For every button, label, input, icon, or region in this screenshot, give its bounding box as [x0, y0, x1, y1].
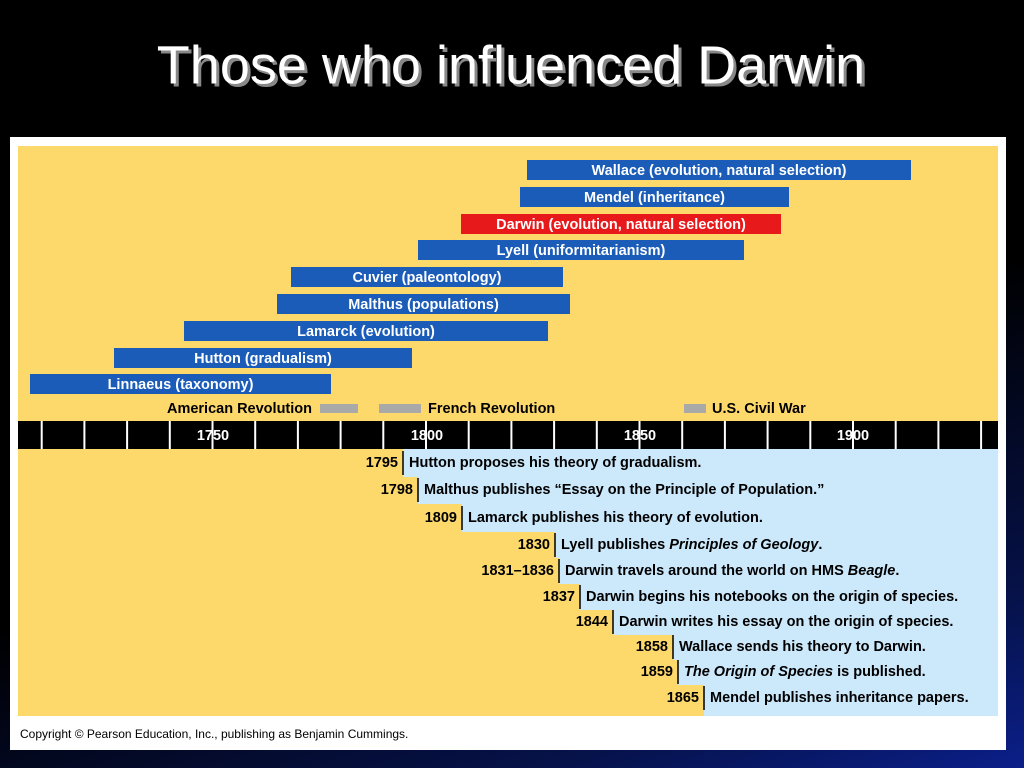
person-label: Cuvier (paleontology)	[352, 270, 501, 286]
person-bar	[461, 214, 781, 234]
event-text-part: Darwin travels around the world on HMS	[565, 563, 848, 579]
event-text-part: is published.	[833, 664, 926, 680]
event-text: Darwin begins his notebooks on the origi…	[586, 589, 958, 605]
event-text-part: Wallace sends his theory to Darwin.	[679, 639, 926, 655]
events-panel	[403, 449, 998, 716]
event-year: 1858	[636, 639, 668, 655]
event-text-part: Beagle	[848, 563, 896, 579]
event-year: 1837	[543, 589, 575, 605]
event-text: Darwin travels around the world on HMS B…	[565, 563, 899, 579]
axis-label: 1800	[411, 428, 443, 444]
event-text: Lamarck publishes his theory of evolutio…	[468, 510, 763, 526]
event-year: 1859	[641, 664, 673, 680]
person-label: Lamarck (evolution)	[297, 324, 435, 340]
event-text-part: Mendel publishes inheritance papers.	[710, 690, 969, 706]
event-year: 1809	[425, 510, 457, 526]
event-text: Wallace sends his theory to Darwin.	[679, 639, 926, 655]
person-bar	[30, 374, 331, 394]
person-label: Darwin (evolution, natural selection)	[496, 217, 746, 233]
person-bar	[520, 187, 789, 207]
event-year: 1831–1836	[481, 563, 554, 579]
event-text-part: Malthus publishes “Essay on the Principl…	[424, 482, 824, 498]
event-text-part: Darwin begins his notebooks on the origi…	[586, 589, 958, 605]
event-text-part: Lyell publishes	[561, 537, 669, 553]
person-bar	[277, 294, 570, 314]
time-axis	[18, 421, 998, 449]
person-label: Linnaeus (taxonomy)	[108, 377, 254, 393]
period-bar	[684, 404, 706, 413]
axis-label: 1750	[197, 428, 229, 444]
person-label: Lyell (uniformitarianism)	[497, 243, 666, 259]
period-label: American Revolution	[167, 401, 312, 417]
event-text-part: .	[818, 537, 822, 553]
axis-label: 1900	[837, 428, 869, 444]
person-label: Hutton (gradualism)	[194, 351, 332, 367]
event-text-part: .	[895, 563, 899, 579]
event-text: Darwin writes his essay on the origin of…	[619, 614, 953, 630]
event-year: 1795	[366, 455, 398, 471]
event-text-part: Lamarck publishes his theory of evolutio…	[468, 510, 763, 526]
event-text-part: Darwin writes his essay on the origin of…	[619, 614, 953, 630]
title: Those who influenced Darwin	[157, 35, 865, 95]
event-year: 1865	[667, 690, 699, 706]
person-bar	[114, 348, 412, 368]
event-text: Mendel publishes inheritance papers.	[710, 690, 969, 706]
title-shadow: Those who influenced Darwin	[160, 38, 868, 98]
copyright: Copyright © Pearson Education, Inc., pub…	[20, 727, 408, 741]
person-bar	[418, 240, 744, 260]
period-label: U.S. Civil War	[712, 401, 806, 417]
period-label: French Revolution	[428, 401, 555, 417]
event-year: 1844	[576, 614, 608, 630]
person-label: Mendel (inheritance)	[584, 190, 725, 206]
person-label: Malthus (populations)	[348, 297, 499, 313]
person-bar	[184, 321, 548, 341]
axis-label: 1850	[624, 428, 656, 444]
event-text-part: The Origin of Species	[684, 664, 833, 680]
period-bar	[379, 404, 421, 413]
event-text-part: Principles of Geology	[669, 537, 819, 553]
event-text: The Origin of Species is published.	[684, 664, 926, 680]
person-bar	[527, 160, 911, 180]
event-text: Lyell publishes Principles of Geology.	[561, 537, 822, 553]
event-year: 1830	[518, 537, 550, 553]
person-bar	[291, 267, 563, 287]
event-text: Malthus publishes “Essay on the Principl…	[424, 482, 824, 498]
period-bar	[320, 404, 358, 413]
event-text: Hutton proposes his theory of gradualism…	[409, 455, 701, 471]
event-text-part: Hutton proposes his theory of gradualism…	[409, 455, 701, 471]
event-year: 1798	[381, 482, 413, 498]
person-label: Wallace (evolution, natural selection)	[592, 163, 847, 179]
